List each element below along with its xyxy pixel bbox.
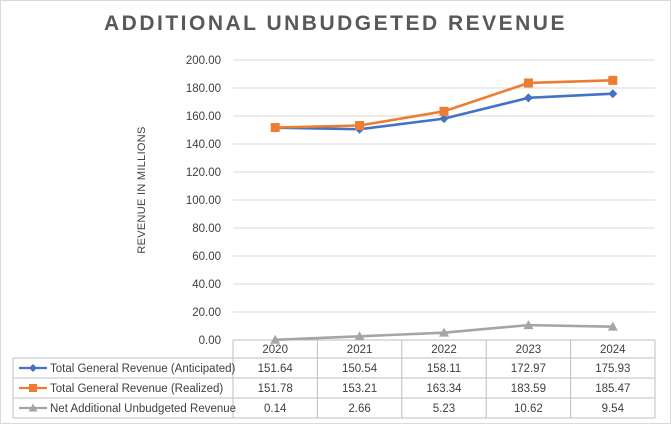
y-tick-label: 140.00 — [186, 139, 221, 151]
data-label: 150.54 — [342, 363, 378, 375]
data-label: 0.14 — [264, 403, 287, 415]
y-tick-label: 40.00 — [192, 279, 221, 291]
data-label: 163.34 — [426, 383, 462, 395]
y-tick-label: 0.00 — [199, 335, 221, 347]
y-tick-label: 80.00 — [192, 223, 221, 235]
data-point — [270, 334, 281, 344]
data-label: 2.66 — [348, 403, 370, 415]
data-point — [608, 89, 618, 99]
legend-marker — [29, 384, 37, 392]
data-label: 183.59 — [511, 383, 546, 395]
data-label: 10.62 — [514, 403, 543, 415]
y-tick-label: 120.00 — [186, 167, 221, 179]
data-label: 175.93 — [595, 363, 630, 375]
x-category-label: 2022 — [431, 344, 457, 356]
y-tick-label: 20.00 — [192, 307, 221, 319]
y-tick-label: 180.00 — [186, 83, 221, 95]
y-tick-label: 160.00 — [186, 111, 221, 123]
data-point — [354, 331, 365, 341]
data-label: 185.47 — [595, 383, 630, 395]
chart-title: ADDITIONAL UNBUDGETED REVENUE — [104, 12, 567, 35]
data-point — [523, 78, 533, 88]
data-label: 158.11 — [427, 363, 461, 375]
legend-marker — [28, 403, 38, 412]
data-label: 5.23 — [433, 403, 455, 415]
data-point — [439, 327, 449, 337]
data-label: 151.64 — [258, 363, 294, 375]
legend-marker — [29, 364, 37, 372]
data-label: 172.97 — [511, 363, 546, 375]
legend-entry: Total General Revenue (Anticipated) — [50, 363, 236, 375]
data-point — [439, 106, 449, 116]
x-category-label: 2021 — [347, 344, 373, 356]
data-label: 153.21 — [342, 383, 377, 395]
data-point — [608, 75, 618, 85]
x-category-label: 2020 — [262, 344, 288, 356]
data-label: 9.54 — [602, 403, 625, 415]
data-point — [439, 114, 449, 124]
y-tick-label: 200.00 — [186, 55, 221, 67]
x-category-label: 2024 — [600, 344, 626, 356]
x-category-label: 2023 — [516, 344, 542, 356]
data-point — [523, 93, 533, 103]
data-label: 151.78 — [258, 383, 293, 395]
legend-entry: Net Additional Unbudgeted Revenue — [50, 403, 236, 415]
data-point — [523, 320, 534, 330]
data-point — [270, 123, 280, 133]
y-tick-label: 100.00 — [186, 195, 221, 207]
data-point — [607, 321, 618, 331]
data-point — [355, 121, 365, 131]
legend-entry: Total General Revenue (Realized) — [50, 383, 223, 395]
y-tick-label: 60.00 — [192, 251, 221, 263]
